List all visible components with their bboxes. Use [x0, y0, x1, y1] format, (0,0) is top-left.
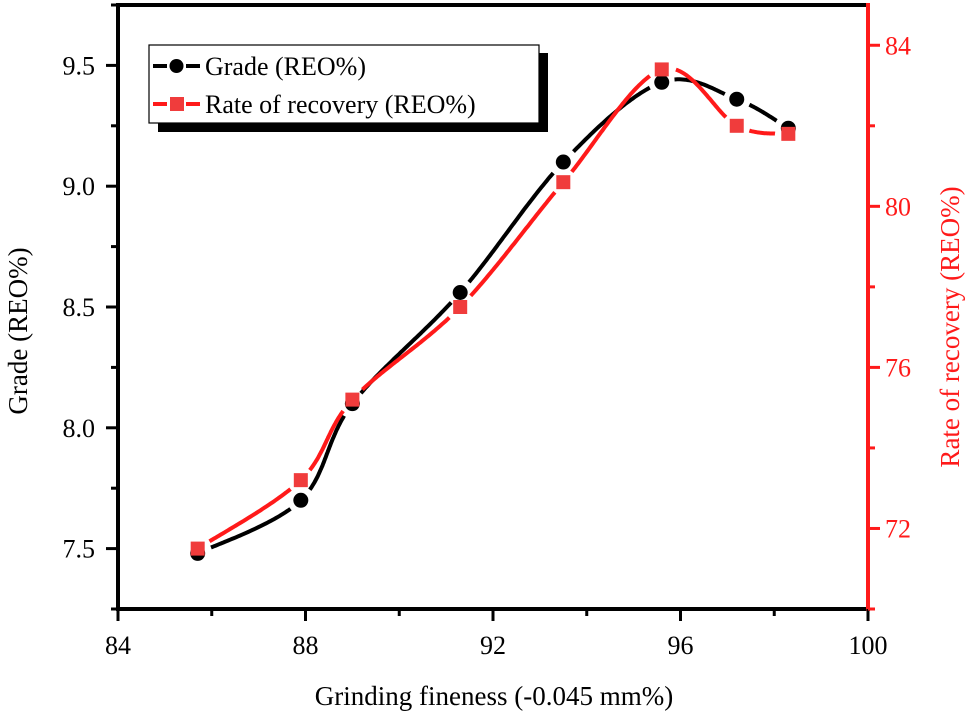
recovery-point: [654, 62, 669, 77]
recovery-point: [556, 175, 571, 190]
legend-label-grade: Grade (REO%): [205, 52, 366, 81]
recovery-line-segment: [361, 316, 451, 392]
x-tick-label: 100: [849, 631, 888, 660]
series-grade: [190, 74, 796, 561]
grade-point: [555, 154, 571, 170]
series-layer: [190, 62, 796, 561]
x-tick-label: 92: [480, 631, 506, 660]
x-axis-ticks: 84 88 92 96 100: [105, 609, 888, 660]
legend-marker-square-icon: [170, 97, 184, 111]
y-axis-right-title: Rate of recovery (REO%): [935, 186, 965, 467]
recovery-line-segment: [675, 67, 728, 119]
y2-tick-label: 84: [885, 31, 911, 60]
y-tick-label: 7.5: [63, 535, 96, 564]
y2-tick-label: 76: [885, 353, 911, 382]
y-axis-right-ticks: 72 76 80 84: [868, 31, 911, 611]
legend-label-recovery: Rate of recovery (REO%): [205, 90, 476, 119]
y-tick-label: 9.0: [63, 172, 96, 201]
legend-marker-circle-icon: [169, 59, 184, 73]
grade-line-segment: [674, 77, 726, 96]
y-axis-left-ticks: 7.5 8.0 8.5 9.0 9.5: [63, 3, 118, 611]
grade-line-segment: [308, 414, 346, 491]
x-tick-label: 84: [105, 631, 131, 660]
grade-point: [293, 492, 309, 508]
y2-tick-label: 72: [885, 514, 911, 543]
y-tick-label: 9.5: [63, 51, 96, 80]
x-tick-label: 96: [668, 631, 694, 660]
legend-box: [148, 44, 540, 124]
grade-line-segment: [210, 507, 292, 550]
recovery-point: [293, 473, 308, 488]
y-axis-left-title: Grade (REO%): [3, 247, 33, 414]
recovery-line-segment: [469, 191, 557, 298]
grade-point: [729, 91, 745, 107]
recovery-point: [729, 118, 744, 133]
recovery-line-segment: [748, 128, 776, 136]
recovery-point: [345, 392, 360, 407]
recovery-point: [190, 541, 205, 556]
x-axis-title: Grinding fineness (-0.045 mm%): [315, 681, 673, 711]
y-tick-label: 8.0: [63, 414, 96, 443]
grade-point: [654, 74, 670, 90]
grade-line-segment: [748, 102, 778, 123]
recovery-line-segment: [208, 487, 292, 544]
series-recovery: [190, 62, 796, 556]
y-tick-label: 8.5: [63, 293, 96, 322]
grade-line-segment: [467, 171, 555, 284]
recovery-point: [781, 126, 796, 141]
legend: Grade (REO%) Rate of recovery (REO%): [148, 44, 548, 132]
grade-point: [452, 285, 468, 301]
recovery-line-segment: [308, 409, 345, 472]
recovery-point: [453, 300, 468, 314]
recovery-line-segment: [570, 74, 652, 174]
x-tick-label: 88: [293, 631, 319, 660]
y2-tick-label: 80: [885, 192, 911, 221]
